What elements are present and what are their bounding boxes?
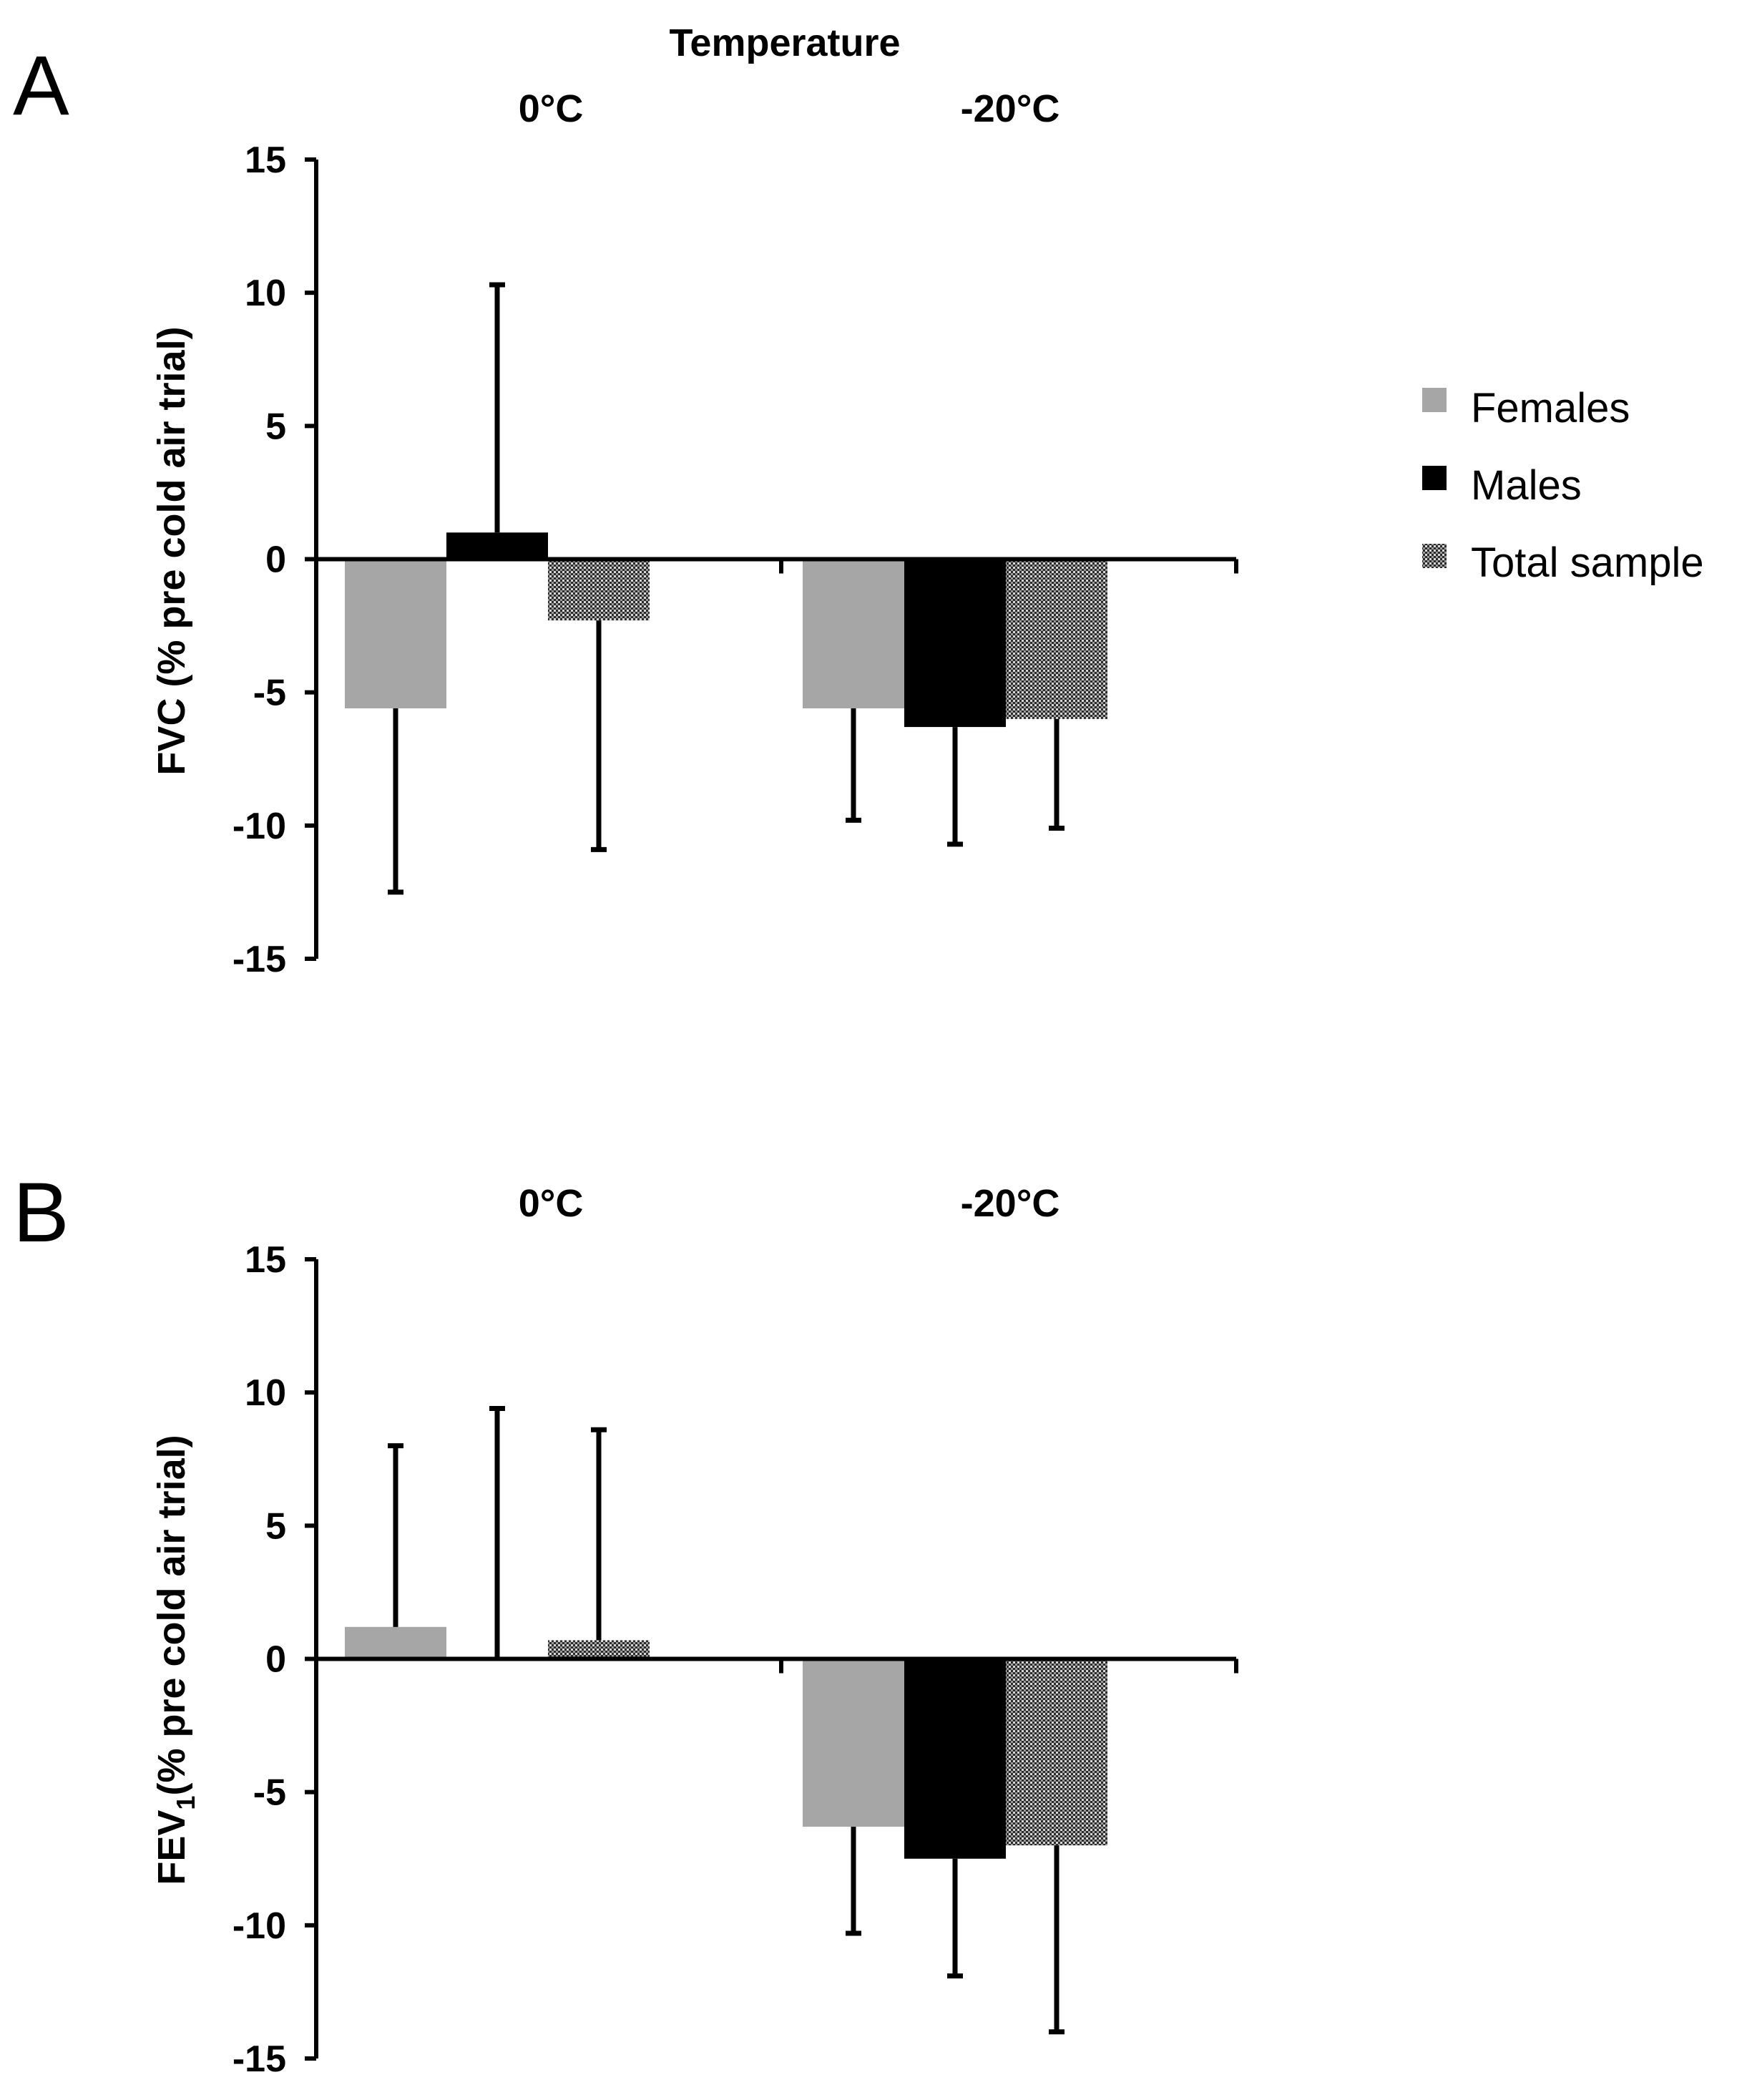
panel-a: A Temperature 0°C -20°C 15 10 5 0 -5 -10 -15 FVC … (13, 21, 1238, 980)
bar-males-0-c (446, 532, 548, 560)
y-tick-label-neg5: -5 (253, 673, 286, 714)
legend-label-total-sample: Total sample (1471, 539, 1704, 586)
bar-total-sample-20-c (1006, 1659, 1107, 1846)
bar-females-20-c (803, 1659, 904, 1827)
panel-a-letter: A (13, 39, 69, 133)
y-tick-label-neg5: -5 (253, 1772, 286, 1814)
legend-label-females: Females (1471, 385, 1630, 431)
bar-females-20-c (803, 559, 904, 709)
y-tick-label-5: 5 (265, 1505, 286, 1547)
temperature-title: Temperature (669, 21, 900, 64)
bar-males-20-c (904, 559, 1006, 728)
legend-swatch-total-sample (1422, 544, 1447, 568)
bar-females-0-c (345, 559, 446, 709)
y-tick-label-neg15: -15 (233, 939, 286, 980)
legend-swatch-females (1422, 388, 1447, 412)
y-tick-label-10: 10 (245, 1372, 286, 1414)
panel-b-letter: B (13, 1166, 69, 1260)
bar-females-0-c (345, 1626, 446, 1659)
panel-b-plot: 0°C -20°C 15 10 5 0 -5 -10 -15 FEV1(% pre cold ai… (150, 1182, 1238, 2080)
y-axis-label-subscript: 1 (171, 1796, 200, 1810)
y-tick-label-neg10: -10 (233, 806, 286, 847)
panel-a-plot: 0°C -20°C 15 10 5 0 -5 -10 -15 FVC (% pre cold ai… (150, 87, 1238, 980)
legend-swatch-males (1422, 466, 1447, 490)
bar-total-sample-0-c (548, 559, 650, 621)
y-tick-label-15: 15 (245, 140, 286, 181)
y-axis-label: FVC (% pre cold air trial) (150, 326, 193, 775)
category-label-0-c: 0°C (519, 1182, 584, 1225)
y-axis-label-main: FEV (150, 1810, 193, 1885)
category-label-20-c: -20°C (961, 1182, 1060, 1225)
y-axis-label-rest: (% pre cold air trial) (150, 1435, 193, 1795)
y-tick-label-neg10: -10 (233, 1905, 286, 1947)
y-tick-label-5: 5 (265, 406, 286, 447)
y-axis-label: FEV1(% pre cold air trial) (150, 1435, 200, 1885)
bar-total-sample-20-c (1006, 559, 1107, 719)
bar-total-sample-0-c (548, 1640, 650, 1659)
y-tick-label-0: 0 (265, 1639, 286, 1681)
category-label-20-c: -20°C (961, 87, 1060, 130)
y-tick-label-neg15: -15 (233, 2038, 286, 2080)
y-tick-label-15: 15 (245, 1239, 286, 1281)
bar-males-20-c (904, 1659, 1006, 1859)
y-axis-label-main: FVC (% pre cold air trial) (150, 326, 193, 775)
category-label-0-c: 0°C (519, 87, 584, 130)
y-tick-label-0: 0 (265, 539, 286, 581)
legend: Females Males Total sample (1422, 385, 1704, 586)
panel-b: B 0°C -20°C 15 10 5 0 -5 -10 -15 FEV1(% pre cold … (13, 1166, 1238, 2080)
legend-label-males: Males (1471, 462, 1582, 509)
y-tick-label-10: 10 (245, 273, 286, 314)
